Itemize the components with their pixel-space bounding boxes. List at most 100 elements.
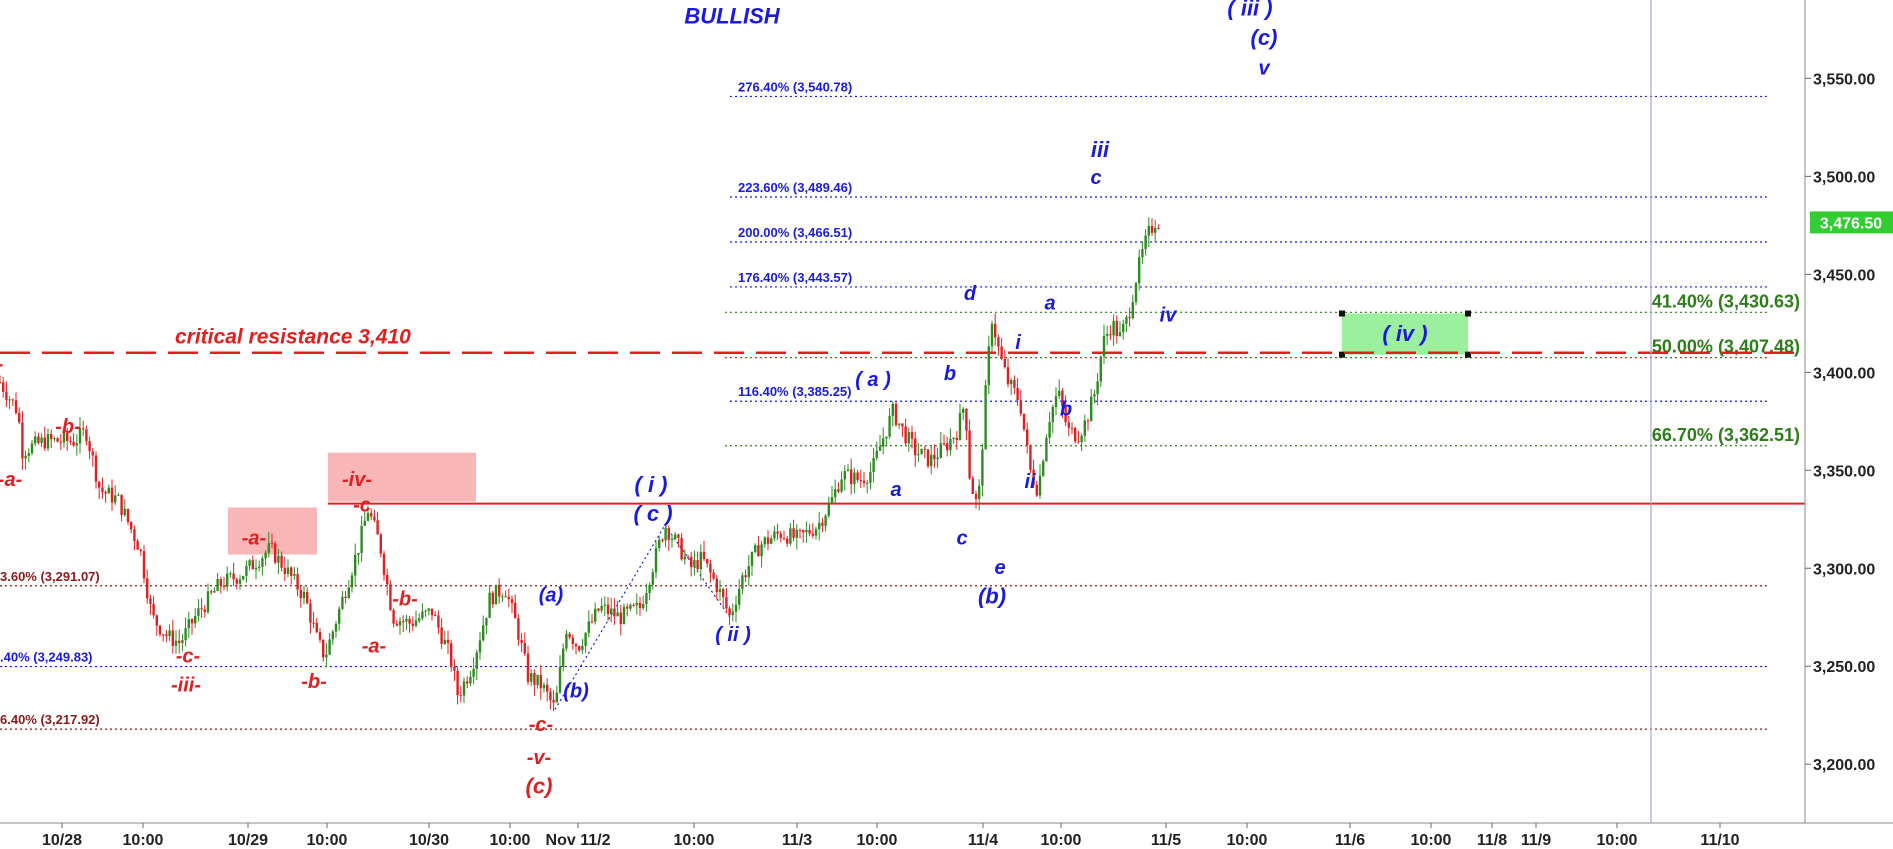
candle-body-199 (635, 602, 638, 606)
candle-body-20 (62, 432, 66, 443)
candle-body-2 (5, 391, 8, 400)
candle-body-94 (299, 589, 302, 599)
time-tick-label-4: 10/30 (409, 832, 449, 849)
retracement-label-0: 41.40% (3,430.63) (1652, 291, 1800, 311)
candle-body-67 (213, 590, 216, 593)
candle-body-185 (590, 621, 594, 623)
wave-label-20: ( ii ) (715, 624, 751, 646)
key-levels: critical resistance 3,410 (0, 326, 1805, 710)
candle-body-317 (1013, 380, 1016, 388)
candle-body-152 (485, 617, 488, 626)
candle-body-31 (98, 481, 101, 488)
candle-body-158 (504, 596, 507, 598)
wave-label-18: ( i ) (635, 472, 668, 497)
candle-body-105 (334, 623, 338, 632)
candle-body-138 (440, 627, 443, 644)
candle-body-168 (536, 674, 539, 685)
candle-body-224 (715, 578, 718, 592)
candle-body-167 (533, 673, 536, 685)
wave-label-22: (b) (563, 681, 589, 703)
candle-body-154 (491, 592, 494, 605)
candle-body-103 (328, 639, 331, 655)
candle-body-333 (1064, 406, 1067, 423)
candle-body-11 (34, 436, 37, 444)
time-tick-label-1: 10:00 (123, 832, 164, 849)
candle-body-68 (216, 579, 219, 591)
candle-body-140 (446, 639, 450, 644)
candle-body-58 (184, 628, 187, 641)
candle-body-166 (530, 673, 533, 682)
candle-body-331 (1058, 390, 1061, 397)
candle-body-14 (43, 437, 46, 449)
candle-body-310 (990, 323, 994, 347)
candle-body-316 (1010, 380, 1013, 385)
candle-body-64 (203, 609, 206, 613)
wave-label-13: a (890, 479, 901, 501)
candle-body-174 (555, 692, 558, 703)
candle-body-267 (853, 472, 856, 485)
candle-body-131 (418, 618, 421, 621)
candle-body-164 (523, 642, 526, 654)
candle-body-37 (117, 494, 120, 496)
zone-handle-0 (1339, 310, 1345, 317)
candle-body-215 (686, 556, 690, 558)
candle-body-114 (363, 520, 366, 526)
last-price-label: 3,476.50 (1820, 215, 1882, 232)
candle-body-76 (242, 576, 245, 580)
candle-body-269 (859, 480, 862, 482)
candle-body-149 (475, 652, 478, 669)
wave-label-4: iii (1091, 137, 1110, 162)
fibonacci-levels: 276.40% (3,540.78) 223.60% (3,489.46) 200.… (0, 79, 1800, 730)
candle-body-265 (846, 469, 850, 471)
candle-body-104 (331, 631, 334, 640)
candle-body-221 (706, 559, 709, 564)
candle-body-264 (843, 470, 846, 480)
candle-body-360 (1150, 225, 1154, 233)
candle-body-69 (219, 579, 222, 586)
time-tick-label-16: 11/8 (1477, 832, 1507, 849)
candle-body-143 (456, 670, 459, 696)
candle-body-160 (510, 599, 514, 603)
candle-body-205 (654, 547, 658, 573)
candle-body-132 (421, 611, 424, 619)
candle-body-243 (776, 531, 779, 534)
candle-body-242 (773, 531, 776, 539)
wave-label-24: -b- (55, 416, 81, 438)
candle-body-305 (974, 493, 978, 499)
candle-body-362 (1157, 227, 1160, 229)
candle-body-23 (72, 441, 75, 446)
candle-body-254 (811, 533, 814, 536)
candle-body-62 (197, 608, 200, 617)
candle-body-338 (1080, 435, 1083, 443)
candle-body-153 (488, 592, 491, 618)
candle-body-43 (136, 540, 139, 550)
candle-body-113 (360, 525, 363, 553)
candle-body-312 (997, 337, 1000, 347)
candle-body-47 (149, 598, 152, 604)
candle-body-296 (946, 443, 949, 451)
time-tick-label-11: 10:00 (1041, 832, 1082, 849)
candle-body-246 (786, 538, 789, 544)
wave-label-33: -b- (301, 671, 327, 693)
candle-body-227 (725, 597, 728, 609)
candle-body-247 (789, 528, 792, 544)
candle-body-220 (702, 551, 706, 560)
candle-body-207 (661, 539, 664, 541)
candle-body-195 (622, 606, 626, 624)
candle-body-235 (750, 551, 754, 567)
candle-body-92 (293, 573, 296, 576)
candle-body-219 (699, 551, 702, 570)
candle-body-202 (645, 593, 648, 605)
candle-body-98 (312, 622, 315, 624)
fib-label-3: 176.40% (3,443.57) (738, 270, 852, 285)
candle-body-38 (120, 494, 123, 516)
candle-body-110 (350, 575, 354, 588)
wave-label-25: -a- (0, 469, 23, 491)
resistance-box-1 (328, 452, 476, 502)
candle-body-22 (69, 440, 72, 442)
candle-body-120 (382, 553, 386, 575)
candle-body-26 (82, 428, 85, 430)
candle-body-263 (840, 479, 843, 492)
candle-body-74 (235, 579, 238, 584)
candle-body-212 (677, 534, 680, 538)
